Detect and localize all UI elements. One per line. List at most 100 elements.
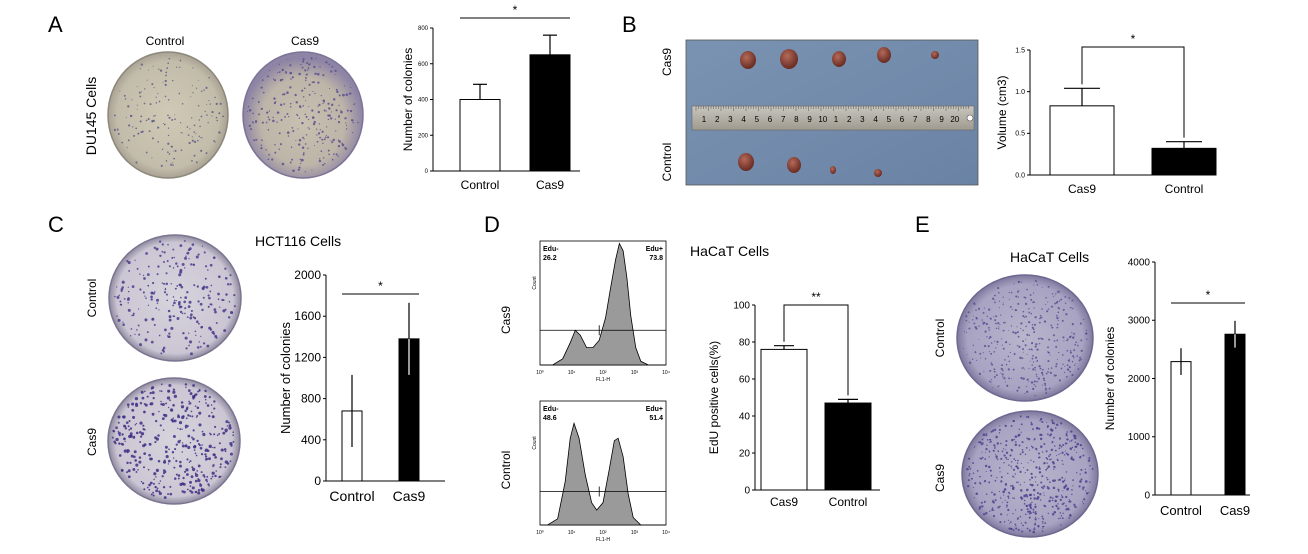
colony	[1074, 343, 1077, 346]
colony	[143, 488, 146, 491]
colony	[189, 480, 193, 484]
colony	[295, 101, 298, 104]
colony	[232, 434, 235, 437]
colony	[166, 293, 168, 296]
colony	[214, 310, 217, 314]
colony	[202, 474, 206, 477]
colony	[1004, 483, 1008, 486]
colony	[198, 411, 202, 415]
colony	[127, 105, 130, 108]
colony	[1050, 458, 1052, 460]
colony	[198, 135, 201, 138]
colony	[1045, 389, 1047, 391]
colony	[1077, 344, 1079, 347]
colony	[320, 94, 322, 97]
colony	[1071, 299, 1074, 302]
colony	[224, 267, 227, 270]
colony	[187, 445, 191, 450]
colony	[208, 444, 212, 449]
colony	[156, 273, 159, 276]
colony	[1007, 495, 1010, 498]
colony	[1034, 385, 1037, 388]
colony	[1053, 465, 1056, 469]
colony	[988, 465, 991, 469]
colony	[1039, 420, 1041, 422]
colony	[162, 429, 165, 431]
colony	[191, 467, 196, 472]
colony	[985, 470, 987, 472]
colony	[973, 446, 976, 448]
colony	[162, 485, 166, 489]
colony	[213, 407, 216, 410]
colony	[184, 424, 189, 428]
colony	[174, 287, 177, 290]
colony	[214, 455, 217, 459]
colony	[972, 472, 975, 474]
colony	[335, 109, 338, 112]
colony	[192, 384, 195, 387]
colony	[993, 351, 996, 353]
colony	[1037, 525, 1040, 528]
colony	[192, 395, 196, 399]
colony	[1006, 458, 1008, 460]
colony	[335, 88, 338, 91]
colony	[1064, 295, 1067, 298]
colony	[1036, 380, 1038, 383]
significance-marker: *	[513, 3, 518, 17]
colony	[168, 153, 171, 155]
colony	[314, 72, 317, 76]
colony	[157, 434, 160, 437]
colony	[988, 308, 991, 311]
colony	[1007, 355, 1010, 358]
colony	[1000, 480, 1003, 483]
colony	[1034, 523, 1037, 526]
colony	[158, 100, 161, 103]
colony	[1008, 464, 1010, 466]
colony	[176, 285, 179, 287]
colony	[1079, 473, 1081, 475]
colony	[1047, 371, 1049, 373]
colony	[1057, 320, 1059, 322]
colony	[1019, 484, 1022, 486]
colony	[208, 457, 211, 461]
colony	[1056, 454, 1058, 456]
colony	[228, 421, 231, 424]
colony	[978, 338, 980, 340]
colony	[1041, 530, 1044, 532]
colony	[317, 81, 320, 84]
colony	[114, 295, 116, 298]
colony	[987, 345, 990, 348]
colony	[1010, 485, 1012, 487]
colony	[1012, 475, 1014, 478]
colony	[215, 116, 218, 119]
colony	[193, 131, 195, 133]
colony	[148, 488, 151, 491]
colony	[174, 149, 177, 152]
colony	[1029, 483, 1032, 486]
colony	[178, 92, 181, 95]
colony	[1047, 285, 1050, 288]
colony	[131, 408, 135, 412]
colony	[189, 392, 193, 396]
colony	[163, 251, 166, 254]
colony	[129, 335, 132, 337]
colony	[138, 91, 141, 94]
colony	[304, 143, 307, 145]
colony	[1020, 498, 1023, 500]
colony	[1000, 372, 1002, 374]
colony	[986, 315, 989, 318]
colony	[1028, 512, 1031, 515]
colony	[344, 147, 348, 150]
colony	[1020, 423, 1023, 426]
colony	[1002, 490, 1005, 494]
colony	[206, 475, 209, 478]
colony	[1051, 441, 1054, 444]
x-tick-label: Cas9	[536, 178, 564, 192]
colony	[1085, 332, 1088, 334]
colony	[1025, 325, 1027, 328]
colony	[979, 475, 981, 478]
colony	[1067, 369, 1070, 371]
colony	[1078, 359, 1081, 362]
colony	[162, 350, 165, 353]
colony	[134, 333, 136, 336]
